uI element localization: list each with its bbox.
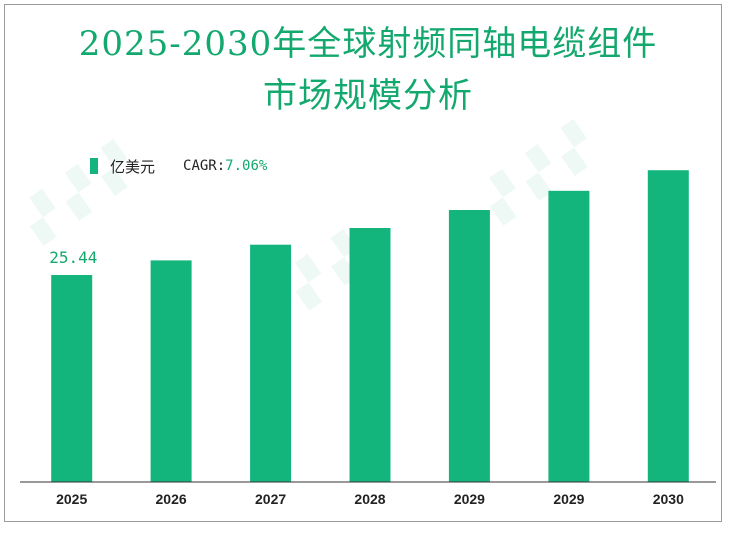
- bar-2025-0: [51, 275, 93, 482]
- bar-2026-1: [150, 260, 192, 482]
- x-tick-label: 2025: [56, 491, 87, 507]
- bar-2030-6: [647, 170, 689, 482]
- value-label: 25.44: [49, 248, 97, 267]
- x-tick-label: 2030: [653, 491, 684, 507]
- bar-2029-4: [448, 210, 490, 482]
- legend-unit: 亿美元: [110, 157, 156, 176]
- bar-2028-3: [349, 228, 391, 482]
- value-labels: 25.44: [49, 248, 97, 267]
- cagr-label: CAGR:: [183, 158, 226, 174]
- bar-2029-5: [548, 190, 590, 483]
- legend: 亿美元 CAGR: 7.06%: [90, 156, 267, 176]
- x-tick-label: 2029: [454, 491, 485, 507]
- bar-2027-2: [250, 244, 292, 482]
- x-tick-label: 2028: [354, 491, 385, 507]
- x-tick-label: 2027: [255, 491, 286, 507]
- chart-title: 2025-2030年全球射频同轴电缆组件 市场规模分析: [0, 18, 736, 122]
- bars-group: [51, 170, 689, 483]
- chart-title-line1: 2025-2030年全球射频同轴电缆组件: [78, 24, 658, 64]
- x-tick-label: 2026: [156, 491, 187, 507]
- chart-title-line2: 市场规模分析: [263, 76, 473, 116]
- x-tick-labels: 2025 2026 2027 2028 2029 2029 2030: [56, 491, 684, 507]
- x-tick-label: 2029: [553, 491, 584, 507]
- legend-swatch: [90, 158, 98, 174]
- cagr-value: 7.06%: [225, 158, 268, 174]
